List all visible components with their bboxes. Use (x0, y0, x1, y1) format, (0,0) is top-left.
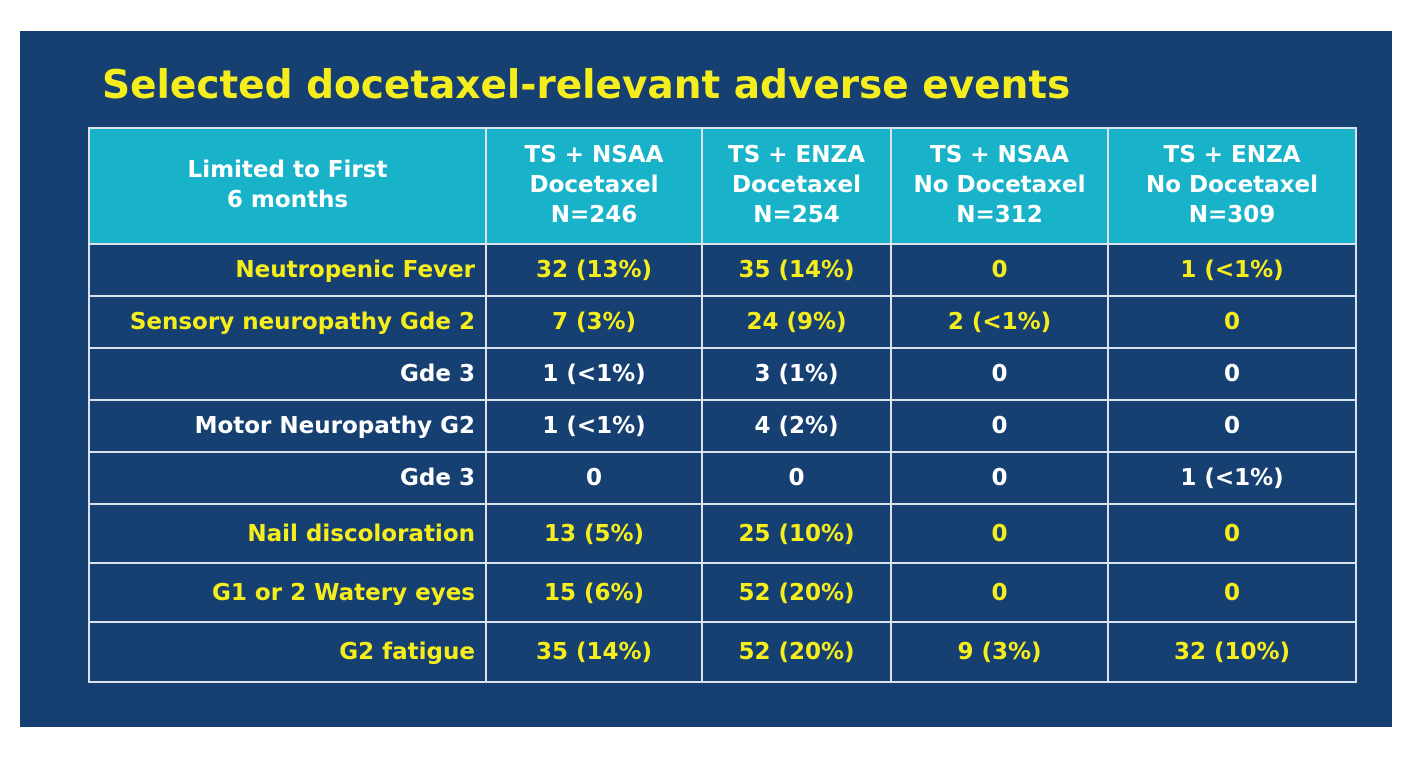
table-cell: 52 (20%) (701, 621, 892, 683)
column-header-ts-enza-docetaxel: TS + ENZA Docetaxel N=254 (701, 127, 892, 245)
column-header-ts-enza-no-docetaxel: TS + ENZA No Docetaxel N=309 (1107, 127, 1357, 245)
table-cell: 0 (890, 347, 1109, 401)
table-cell: 52 (20%) (701, 562, 892, 623)
table-row: Nail discoloration 13 (5%) 25 (10%) 0 0 (88, 503, 1357, 564)
column-header-ts-nsaa-docetaxel: TS + NSAA Docetaxel N=246 (485, 127, 703, 245)
table-cell: 32 (13%) (485, 243, 703, 297)
table-row: Motor Neuropathy G2 1 (<1%) 4 (2%) 0 0 (88, 399, 1357, 453)
table-cell: 0 (1107, 295, 1357, 349)
header-line: N=312 (956, 201, 1043, 228)
column-header-ts-nsaa-no-docetaxel: TS + NSAA No Docetaxel N=312 (890, 127, 1109, 245)
header-line: Docetaxel (529, 172, 659, 199)
table-cell: 9 (3%) (890, 621, 1109, 683)
table-cell: 4 (2%) (701, 399, 892, 453)
header-line: No Docetaxel (1145, 172, 1319, 199)
table-cell: 1 (<1%) (485, 347, 703, 401)
row-label: G2 fatigue (88, 621, 487, 683)
row-label: Nail discoloration (88, 503, 487, 564)
row-label: Gde 3 (88, 347, 487, 401)
table-cell: 0 (890, 503, 1109, 564)
table-cell: 0 (890, 399, 1109, 453)
table-cell: 0 (890, 451, 1109, 505)
header-row: Limited to First 6 months TS + NSAA Doce… (88, 127, 1357, 245)
table-cell: 0 (485, 451, 703, 505)
table-cell: 1 (<1%) (1107, 451, 1357, 505)
table-cell: 0 (701, 451, 892, 505)
header-line: N=246 (550, 201, 638, 228)
header-line: TS + ENZA (1163, 142, 1301, 169)
table-cell: 0 (1107, 562, 1357, 623)
table-cell: 1 (<1%) (485, 399, 703, 453)
table-row: Gde 3 0 0 0 1 (<1%) (88, 451, 1357, 505)
table-cell: 35 (14%) (485, 621, 703, 683)
header-line: Docetaxel (732, 172, 861, 199)
slide: Selected docetaxel-relevant adverse even… (20, 31, 1392, 727)
table-cell: 0 (890, 243, 1109, 297)
table-row: Gde 3 1 (<1%) 3 (1%) 0 0 (88, 347, 1357, 401)
table-cell: 0 (1107, 399, 1357, 453)
table-cell: 35 (14%) (701, 243, 892, 297)
table-row: Sensory neuropathy Gde 2 7 (3%) 24 (9%) … (88, 295, 1357, 349)
table-cell: 2 (<1%) (890, 295, 1109, 349)
row-label: Neutropenic Fever (88, 243, 487, 297)
table-cell: 24 (9%) (701, 295, 892, 349)
header-line: TS + NSAA (930, 142, 1069, 169)
table-row: Neutropenic Fever 32 (13%) 35 (14%) 0 1 … (88, 243, 1357, 297)
table-cell: 1 (<1%) (1107, 243, 1357, 297)
corner-header: Limited to First 6 months (88, 127, 487, 245)
table-cell: 15 (6%) (485, 562, 703, 623)
row-label: Motor Neuropathy G2 (88, 399, 487, 453)
table-cell: 7 (3%) (485, 295, 703, 349)
table-cell: 0 (1107, 503, 1357, 564)
header-line: TS + ENZA (728, 142, 865, 169)
table-row: G1 or 2 Watery eyes 15 (6%) 52 (20%) 0 0 (88, 562, 1357, 623)
table-cell: 0 (1107, 347, 1357, 401)
slide-title: Selected docetaxel-relevant adverse even… (102, 63, 1071, 108)
header-line: TS + NSAA (524, 142, 664, 169)
header-line: N=309 (1188, 201, 1276, 228)
row-label: Gde 3 (88, 451, 487, 505)
header-line: Limited to First (187, 157, 388, 184)
table-cell: 25 (10%) (701, 503, 892, 564)
table-cell: 32 (10%) (1107, 621, 1357, 683)
header-line: 6 months (226, 187, 349, 213)
table-row: G2 fatigue 35 (14%) 52 (20%) 9 (3%) 32 (… (88, 621, 1357, 683)
header-line: No Docetaxel (913, 172, 1086, 199)
adverse-events-table: Limited to First 6 months TS + NSAA Doce… (88, 127, 1357, 683)
row-label: Sensory neuropathy Gde 2 (88, 295, 487, 349)
table-cell: 3 (1%) (701, 347, 892, 401)
table-cell: 0 (890, 562, 1109, 623)
row-label: G1 or 2 Watery eyes (88, 562, 487, 623)
header-line: N=254 (753, 201, 840, 228)
table-cell: 13 (5%) (485, 503, 703, 564)
